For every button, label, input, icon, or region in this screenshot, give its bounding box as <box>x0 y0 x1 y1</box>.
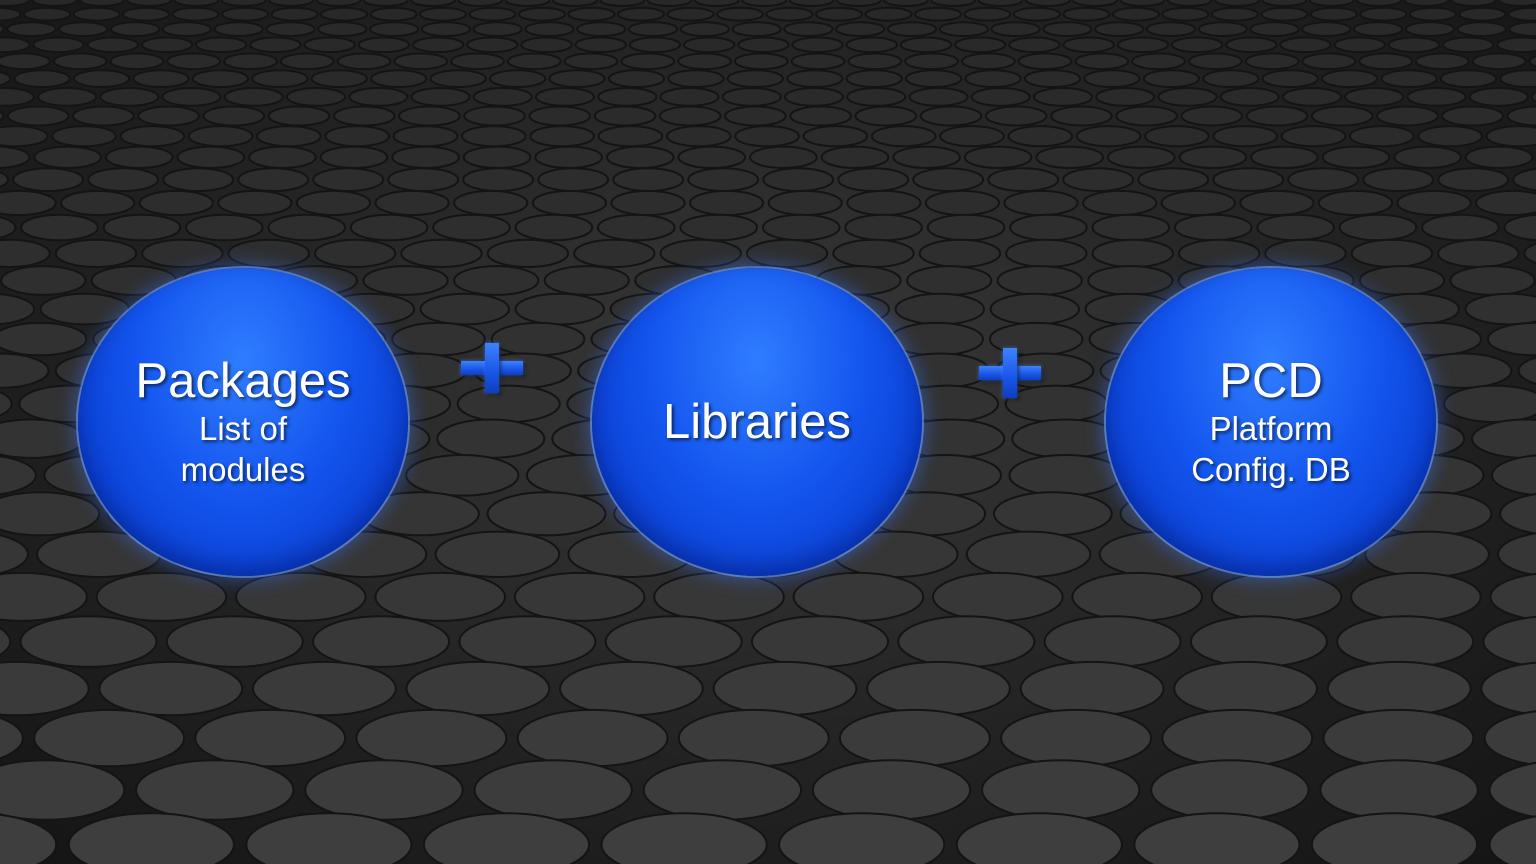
pcd-subtitle-line-1: Platform <box>1209 410 1333 447</box>
plus-icon <box>461 343 523 393</box>
libraries-node: Libraries <box>592 268 922 576</box>
packages-node: Packages List of modules <box>78 268 408 576</box>
packages-title: Packages <box>135 354 351 408</box>
pcd-subtitle-line-2: Config. DB <box>1191 451 1351 488</box>
packages-subtitle-line-2: modules <box>180 451 306 488</box>
packages-subtitle-line-1: List of <box>198 410 288 447</box>
pcd-title: PCD <box>1219 354 1323 408</box>
pcd-node: PCD Platform Config. DB <box>1106 268 1436 576</box>
plus-icon <box>979 348 1041 398</box>
libraries-title: Libraries <box>663 395 851 449</box>
